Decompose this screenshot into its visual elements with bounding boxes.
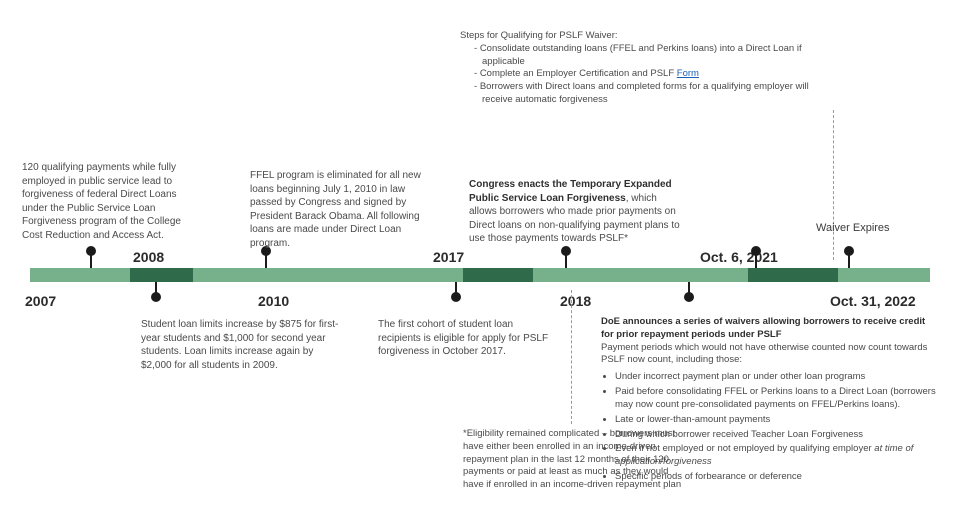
callout-oct-2021-bullet: Specific periods of forbearance or defer… xyxy=(615,471,936,484)
callout-2008-below: Student loan limits increase by $875 for… xyxy=(141,318,341,372)
callout-oct-2021-bullets: Under incorrect payment plan or under ot… xyxy=(615,371,936,484)
callout-oct-2021-bullet: Under incorrect payment plan or under ot… xyxy=(615,371,936,384)
timeline-year-above: 2017 xyxy=(433,249,464,265)
callout-steps-line-2: Complete an Employer Certification and P… xyxy=(480,68,674,79)
timeline-segment xyxy=(533,268,748,282)
timeline-marker xyxy=(844,246,854,256)
callout-steps: Steps for Qualifying for PSLF Waiver: - … xyxy=(460,30,840,107)
timeline-bar xyxy=(30,268,930,282)
timeline-segment xyxy=(130,268,193,282)
timeline-marker xyxy=(151,292,161,302)
timeline-marker xyxy=(684,292,694,302)
callout-2007-above: 120 qualifying payments while fully empl… xyxy=(22,161,192,242)
callout-2017-below: The first cohort of student loan recipie… xyxy=(378,318,558,359)
callout-steps-line-1: Consolidate outstanding loans (FFEL and … xyxy=(480,43,802,67)
timeline-year-above: Oct. 6, 2021 xyxy=(700,249,778,265)
timeline-stage: 2008 2017 Oct. 6, 2021 2007 2010 2018 Oct. 31,… xyxy=(0,0,960,527)
timeline-segment xyxy=(30,268,130,282)
timeline-marker xyxy=(451,292,461,302)
timeline-year-below: 2007 xyxy=(25,293,56,309)
callout-oct-2021-intro: Payment periods which would not have oth… xyxy=(601,342,927,366)
callout-2018-above: Congress enacts the Temporary Expanded P… xyxy=(469,178,684,246)
timeline-marker xyxy=(751,246,761,256)
dashed-connector xyxy=(833,110,834,260)
callout-2010-above: FFEL program is eliminated for all new l… xyxy=(250,169,430,250)
callout-oct-2021-bullet: Even if not employed or not employed by … xyxy=(615,443,936,469)
pslf-form-link[interactable]: Form xyxy=(677,68,699,79)
timeline-year-below: 2010 xyxy=(258,293,289,309)
timeline-segment xyxy=(463,268,533,282)
label-waiver-expires: Waiver Expires xyxy=(816,222,890,234)
callout-steps-heading: Steps for Qualifying for PSLF Waiver: xyxy=(460,30,840,43)
timeline-marker xyxy=(561,246,571,256)
timeline-year-below: 2018 xyxy=(560,293,591,309)
callout-oct-2021-bold: DoE announces a series of waivers allowi… xyxy=(601,316,925,340)
callout-oct-2021-bullet: Late or lower-than-amount payments xyxy=(615,414,936,427)
dashed-connector xyxy=(571,290,572,424)
timeline-year-below: Oct. 31, 2022 xyxy=(830,293,916,309)
timeline-segment xyxy=(193,268,463,282)
timeline-marker xyxy=(86,246,96,256)
callout-oct-2021-bullet: During which borrower received Teacher L… xyxy=(615,429,936,442)
timeline-year-above: 2008 xyxy=(133,249,164,265)
timeline-segment xyxy=(748,268,838,282)
timeline-segment xyxy=(838,268,930,282)
callout-steps-line-3: Borrowers with Direct loans and complete… xyxy=(480,81,809,105)
callout-oct-2021-bullet: Paid before consolidating FFEL or Perkin… xyxy=(615,386,936,412)
callout-oct-2021: DoE announces a series of waivers allowi… xyxy=(601,316,936,486)
